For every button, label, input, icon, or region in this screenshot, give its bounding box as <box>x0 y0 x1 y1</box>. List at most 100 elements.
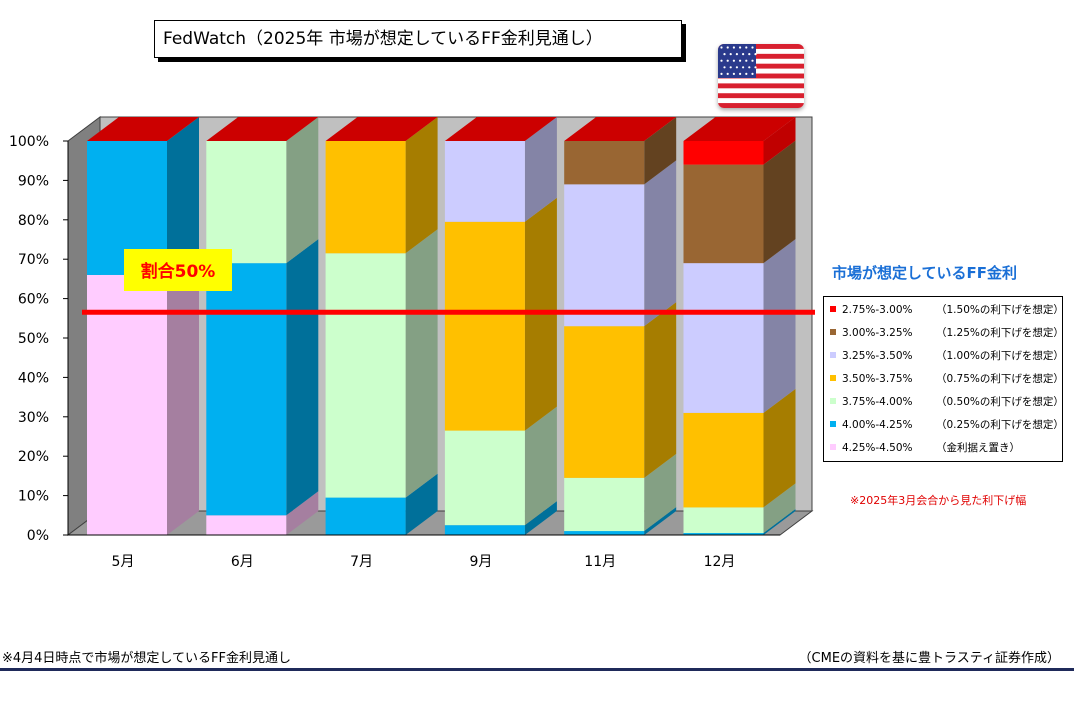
legend: 2.75%-3.00% （1.50%の利下げを想定） 3.00%-3.25% （1.2… <box>823 296 1064 462</box>
bar-segment <box>683 507 764 534</box>
bar-segment <box>683 533 764 535</box>
legend-note-text: （0.50%の利下げを想定） <box>936 396 1064 408</box>
legend-note-text: （1.00%の利下げを想定） <box>936 350 1064 362</box>
bar-top <box>683 117 796 141</box>
legend-item: 3.75%-4.00% （0.50%の利下げを想定） <box>830 392 1064 412</box>
bar-side <box>763 388 796 508</box>
bar-segment <box>564 141 645 185</box>
bar-top <box>564 117 677 141</box>
legend-note: ※2025年3月会合から見た利下げ幅 <box>850 494 1027 507</box>
bar-side <box>644 117 677 185</box>
legend-swatch <box>830 444 836 450</box>
y-tick-label: 90% <box>18 173 49 189</box>
y-tick-label: 100% <box>9 134 49 150</box>
legend-note-text: （0.25%の利下げを想定） <box>936 419 1064 431</box>
y-tick-label: 10% <box>18 489 49 505</box>
bar-side <box>524 406 557 526</box>
bar-segment <box>564 477 645 532</box>
y-tick-label: 60% <box>18 292 49 308</box>
bar-top <box>206 117 319 141</box>
legend-item: 3.50%-3.75% （0.75%の利下げを想定） <box>830 369 1064 389</box>
legend-note-text: （1.25%の利下げを想定） <box>936 327 1064 339</box>
bar-segment <box>444 430 525 526</box>
bar-side <box>167 250 199 535</box>
y-tick-label: 0% <box>27 528 49 544</box>
chart-title: FedWatch（2025年 市場が想定しているFF金利見通し） <box>154 20 682 58</box>
bar-side <box>763 483 796 534</box>
legend-item: 2.75%-3.00% （1.50%の利下げを想定） <box>830 300 1064 320</box>
bar-side <box>167 117 199 275</box>
x-tick-label: 7月 <box>350 554 373 570</box>
bar-segment <box>444 141 525 222</box>
bar-side <box>286 117 319 264</box>
bar-segment <box>683 263 764 413</box>
bar-stack <box>87 117 199 535</box>
bar-segment <box>206 515 287 535</box>
legend-swatch <box>830 352 836 358</box>
bar-stack <box>683 117 796 535</box>
annotation-label: 割合50% <box>141 261 216 282</box>
bar-top <box>87 117 199 141</box>
bar-side <box>763 509 796 535</box>
bar-segment <box>444 221 525 431</box>
bar-side <box>763 140 796 264</box>
legend-swatch <box>830 375 836 381</box>
bar-stack <box>325 117 438 535</box>
annotation-box <box>124 249 232 291</box>
bar-segment <box>206 263 287 516</box>
legend-range: 4.00%-4.25% <box>842 419 913 431</box>
bar-side <box>763 117 796 165</box>
legend-swatch <box>830 398 836 404</box>
legend-range: 3.75%-4.00% <box>842 396 913 408</box>
bar-side <box>524 501 557 535</box>
bar-side <box>763 239 796 413</box>
bar-segment <box>564 326 645 478</box>
bar-side <box>644 453 677 532</box>
legend-range: 3.50%-3.75% <box>842 373 913 385</box>
bar-segment <box>444 525 525 535</box>
legend-range: 2.75%-3.00% <box>842 304 913 316</box>
bar-segment <box>325 497 406 535</box>
legend-item: 3.00%-3.25% （1.25%の利下げを想定） <box>830 323 1064 343</box>
bar-side <box>644 507 677 535</box>
bar-top <box>325 117 438 141</box>
x-tick-label: 6月 <box>231 554 254 570</box>
y-tick-label: 50% <box>18 331 49 347</box>
bar-top <box>444 117 557 141</box>
bar-segment <box>683 141 764 165</box>
legend-swatch <box>830 421 836 427</box>
legend-note-text: （金利据え置き） <box>936 442 1020 454</box>
footer-note: ※4月4日時点で市場が想定しているFF金利見通し <box>2 651 291 666</box>
bar-segment <box>564 531 645 535</box>
bar-side <box>644 302 677 478</box>
x-tick-label: 11月 <box>584 554 616 570</box>
legend-range: 3.00%-3.25% <box>842 327 913 339</box>
y-tick-label: 70% <box>18 252 49 268</box>
bar-segment <box>206 141 287 264</box>
y-tick-label: 40% <box>18 370 49 386</box>
x-tick-label: 9月 <box>469 554 492 570</box>
y-tick-label: 30% <box>18 410 49 426</box>
bar-side <box>644 160 677 327</box>
legend-item: 3.25%-3.50% （1.00%の利下げを想定） <box>830 346 1064 366</box>
footer-source: （CMEの資料を基に豊トラスティ証券作成） <box>798 651 1060 666</box>
bar-side <box>405 229 438 498</box>
us-flag-icon <box>718 44 804 108</box>
bar-side <box>524 117 557 222</box>
bar-side <box>405 117 438 254</box>
legend-swatch <box>830 306 836 312</box>
x-tick-label: 5月 <box>112 554 135 570</box>
legend-item: 4.25%-4.50% （金利据え置き） <box>830 438 1020 458</box>
legend-item: 4.00%-4.25% （0.25%の利下げを想定） <box>830 415 1064 435</box>
bar-side <box>286 239 319 516</box>
bar-segment <box>683 164 764 264</box>
bar-side <box>405 473 438 535</box>
bar-stack <box>564 117 677 535</box>
bar-segment <box>87 274 167 535</box>
bar-segment <box>683 412 764 508</box>
legend-note-text: （1.50%の利下げを想定） <box>936 304 1064 316</box>
bar-stack <box>206 117 319 535</box>
bar-stack <box>444 117 557 535</box>
x-tick-label: 12月 <box>704 554 736 570</box>
